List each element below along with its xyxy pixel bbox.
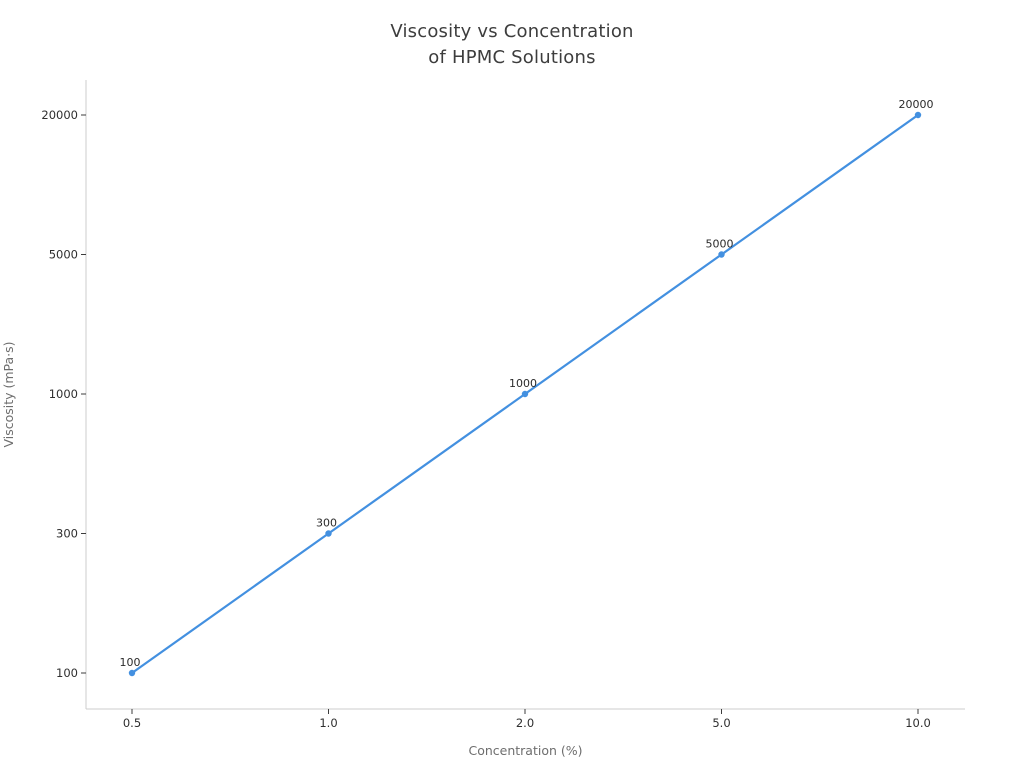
x-axis-title: Concentration (%) xyxy=(468,743,582,758)
point-label: 300 xyxy=(316,517,337,530)
y-tick-label: 300 xyxy=(56,527,78,541)
data-point xyxy=(521,390,529,398)
y-axis-title: Viscosity (mPa·s) xyxy=(1,341,16,447)
x-tick-label: 5.0 xyxy=(712,716,730,730)
point-label: 100 xyxy=(120,656,141,669)
point-label: 5000 xyxy=(706,238,734,251)
point-label: 1000 xyxy=(509,377,537,390)
y-tick-label: 5000 xyxy=(49,248,78,262)
chart-title: Viscosity vs Concentration of HPMC Solut… xyxy=(0,19,1024,71)
chart-title-line2: of HPMC Solutions xyxy=(428,47,596,68)
chart-title-line1: Viscosity vs Concentration xyxy=(390,21,634,42)
y-tick-label: 20000 xyxy=(41,108,78,122)
x-tick-label: 10.0 xyxy=(905,716,931,730)
point-label: 20000 xyxy=(899,98,934,111)
x-tick-label: 2.0 xyxy=(516,716,534,730)
y-tick-label: 1000 xyxy=(49,387,78,401)
data-point xyxy=(325,530,332,537)
x-tick-label: 1.0 xyxy=(319,716,337,730)
y-tick-label: 100 xyxy=(56,666,78,680)
data-point xyxy=(914,111,922,119)
data-point xyxy=(718,251,725,258)
data-point xyxy=(128,669,136,677)
x-tick-label: 0.5 xyxy=(123,716,141,730)
